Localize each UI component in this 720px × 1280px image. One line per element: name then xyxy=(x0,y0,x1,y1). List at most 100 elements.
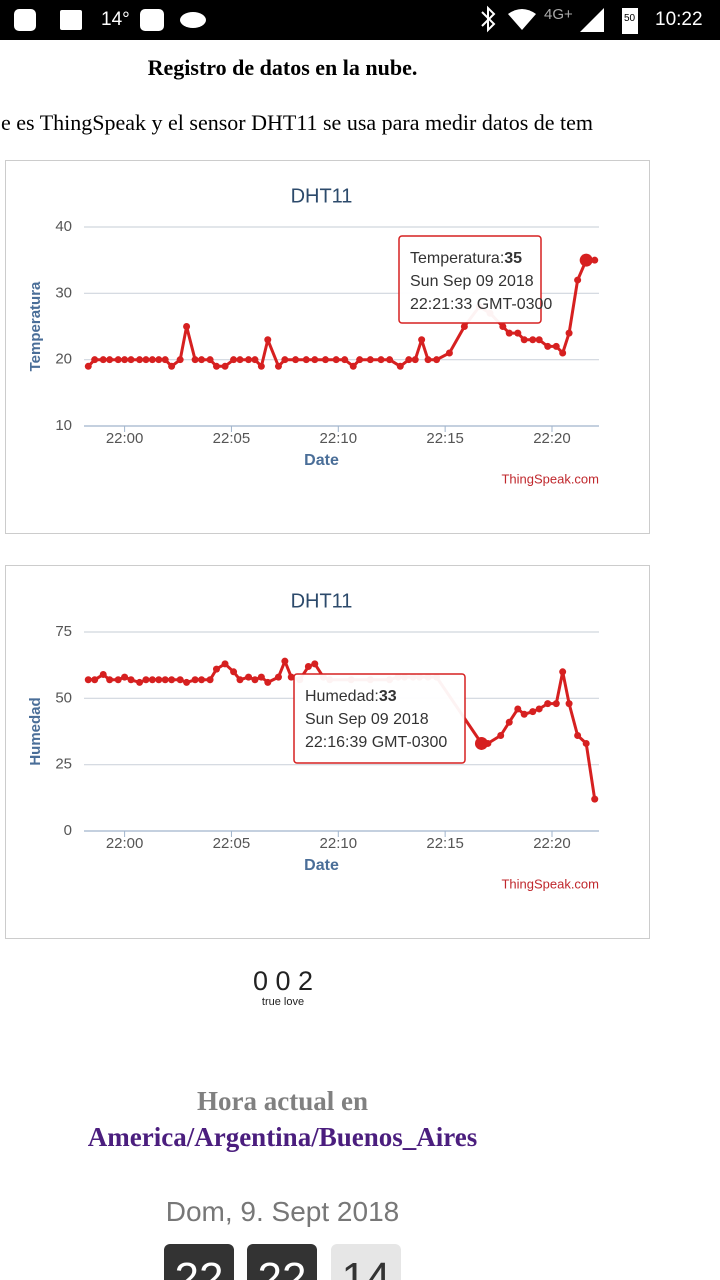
data-point xyxy=(84,362,92,370)
data-point xyxy=(155,356,163,364)
data-point xyxy=(274,362,282,370)
data-point xyxy=(148,676,156,684)
y-tick-label: 40 xyxy=(55,218,72,235)
data-point xyxy=(474,736,488,750)
data-point xyxy=(424,356,432,364)
data-point xyxy=(176,676,184,684)
tooltip-date: Sun Sep 09 2018 xyxy=(305,711,429,728)
data-point xyxy=(191,676,199,684)
data-point xyxy=(332,356,340,364)
clock-digit: 22 xyxy=(247,1244,317,1280)
tooltip-label: Temperatura: xyxy=(410,250,504,267)
data-point xyxy=(121,356,129,364)
data-point xyxy=(582,739,590,747)
data-point xyxy=(142,676,150,684)
x-tick-label: 22:10 xyxy=(320,430,358,447)
data-point xyxy=(287,673,295,681)
y-tick-label: 50 xyxy=(55,689,72,706)
data-point xyxy=(230,356,238,364)
data-point xyxy=(136,356,144,364)
data-point xyxy=(236,676,244,684)
data-point xyxy=(505,329,513,337)
network-type: 4G+ xyxy=(544,6,573,23)
chart-title: DHT11 xyxy=(291,590,353,612)
data-point xyxy=(544,700,552,708)
data-point xyxy=(559,668,567,676)
data-point xyxy=(91,676,99,684)
signal-icon xyxy=(580,8,604,32)
tooltip-label: Humedad: xyxy=(305,688,379,705)
data-point xyxy=(127,356,135,364)
paragraph: e es ThingSpeak y el sensor DHT11 se usa… xyxy=(1,110,594,135)
battery-icon xyxy=(622,8,638,34)
data-point xyxy=(579,253,593,267)
x-tick-label: 22:05 xyxy=(213,835,251,852)
tooltip-box xyxy=(293,673,466,764)
y-tick-label: 30 xyxy=(55,284,72,301)
data-point xyxy=(198,356,206,364)
data-point xyxy=(281,356,289,364)
data-point xyxy=(161,356,169,364)
data-point xyxy=(405,356,413,364)
tooltip-line: Humedad:33 xyxy=(305,688,397,705)
x-axis-label: Date xyxy=(304,857,339,874)
data-point xyxy=(230,668,238,676)
clock-date: Dom, 9. Sept 2018 xyxy=(165,1196,400,1227)
data-point xyxy=(591,256,599,264)
data-point xyxy=(396,362,404,370)
data-point xyxy=(245,356,253,364)
data-point xyxy=(168,362,176,370)
counter-digits: 0 0 2 xyxy=(252,966,314,996)
data-point xyxy=(114,356,122,364)
chart-card: DHT11 Humedad Date ThingSpeak.com 0 25 50 75 22:… xyxy=(5,565,650,939)
data-point xyxy=(544,342,552,350)
x-tick-label: 22:20 xyxy=(533,430,571,447)
bluetooth-icon xyxy=(481,5,496,33)
data-point xyxy=(191,356,199,364)
y-tick-label: 20 xyxy=(55,351,72,368)
data-point xyxy=(411,356,419,364)
tooltip-value: 33 xyxy=(379,688,397,705)
tooltip-time: 22:16:39 GMT-0300 xyxy=(305,734,447,751)
heading: Registro de datos en la nube. xyxy=(147,55,418,80)
chart-title: DHT11 xyxy=(291,185,353,207)
data-point xyxy=(212,665,220,673)
data-point xyxy=(251,356,259,364)
y-axis-label: Humedad xyxy=(27,697,44,765)
data-point xyxy=(520,710,528,718)
data-point xyxy=(497,731,505,739)
data-point xyxy=(552,700,560,708)
data-point xyxy=(168,676,176,684)
y-tick-label: 75 xyxy=(55,623,72,640)
data-point xyxy=(349,362,357,370)
data-point xyxy=(529,336,537,344)
data-point xyxy=(183,678,191,686)
play-icon xyxy=(180,12,206,28)
data-point xyxy=(245,673,253,681)
data-point xyxy=(552,342,560,350)
data-point xyxy=(221,660,229,668)
data-point xyxy=(257,362,265,370)
wifi-icon xyxy=(508,9,536,30)
data-point xyxy=(91,356,99,364)
data-point xyxy=(206,356,214,364)
data-point xyxy=(264,336,272,344)
data-point xyxy=(445,349,453,357)
tooltip-line: Temperatura:35 xyxy=(410,250,522,267)
x-tick-label: 22:00 xyxy=(106,430,144,447)
data-point xyxy=(136,678,144,686)
data-point xyxy=(433,356,441,364)
data-point xyxy=(264,678,272,686)
data-point xyxy=(236,356,244,364)
chart-card: DHT11 Temperatura Date ThingSpeak.com 10 20 30… xyxy=(5,160,650,534)
x-axis-label: Date xyxy=(304,452,339,469)
x-tick-label: 22:10 xyxy=(320,835,358,852)
data-point xyxy=(212,362,220,370)
data-point xyxy=(176,356,184,364)
data-point xyxy=(302,356,310,364)
data-point xyxy=(520,336,528,344)
data-point xyxy=(591,795,599,803)
data-point xyxy=(99,356,107,364)
data-point xyxy=(565,700,573,708)
clock-title: Hora actual en xyxy=(197,1086,368,1116)
